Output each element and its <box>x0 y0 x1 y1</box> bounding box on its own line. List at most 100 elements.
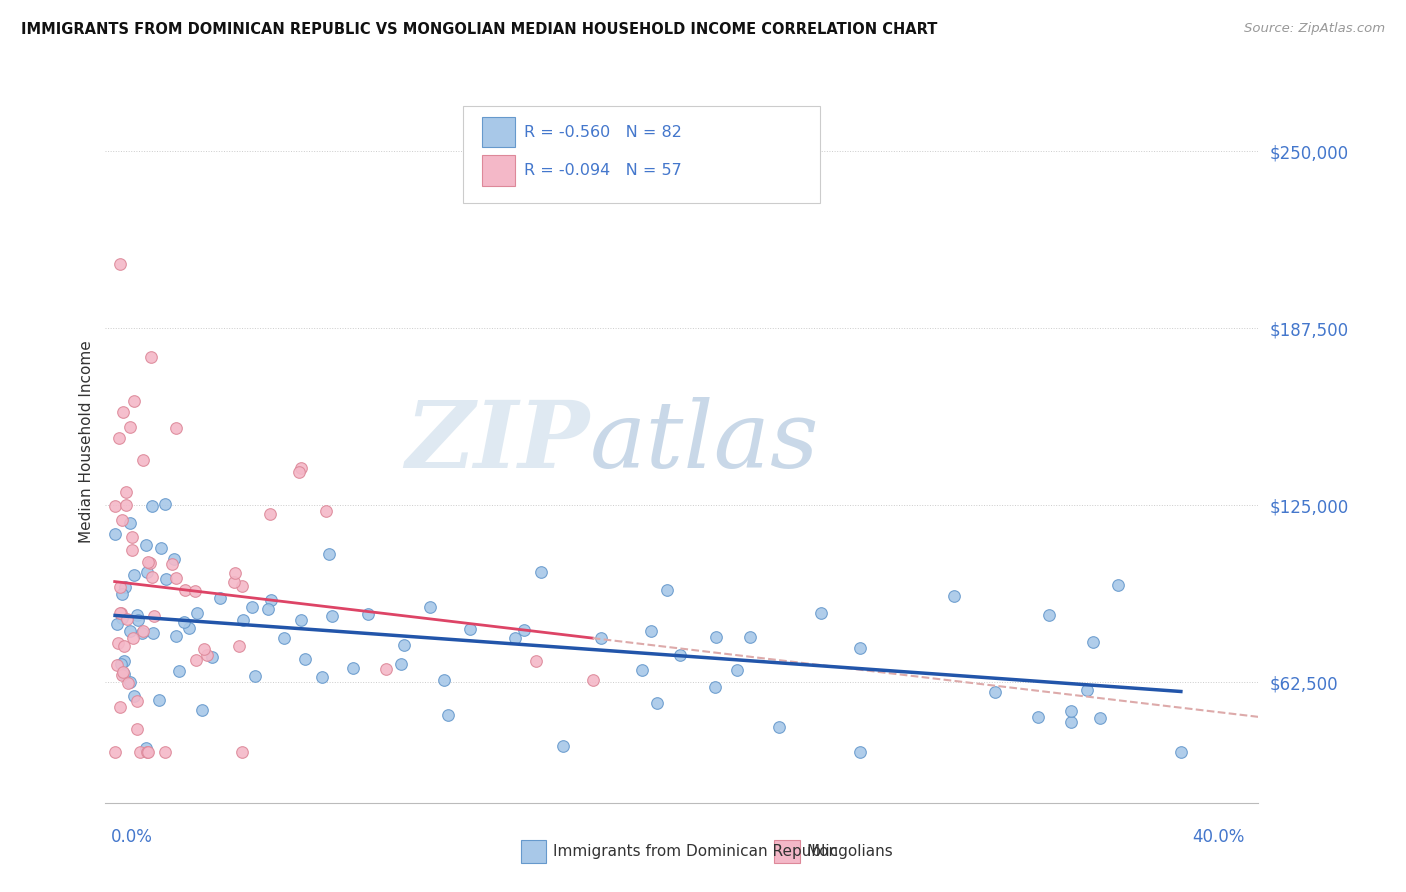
Point <box>121 530 143 544</box>
Point <box>118 419 141 434</box>
Point <box>135 566 157 580</box>
Point <box>190 702 212 716</box>
Point <box>108 431 131 445</box>
Point <box>195 648 218 662</box>
Point <box>108 257 131 271</box>
Point <box>768 720 790 734</box>
Point <box>669 648 692 662</box>
Point <box>118 516 141 531</box>
Point <box>122 632 145 646</box>
Point <box>530 566 553 580</box>
Point <box>184 653 207 667</box>
Point <box>738 630 761 644</box>
Point <box>704 630 727 644</box>
Point <box>193 641 215 656</box>
Point <box>131 626 153 640</box>
Point <box>162 552 184 566</box>
Point <box>287 465 309 479</box>
Point <box>117 676 139 690</box>
Text: IMMIGRANTS FROM DOMINICAN REPUBLIC VS MONGOLIAN MEDIAN HOUSEHOLD INCOME CORRELAT: IMMIGRANTS FROM DOMINICAN REPUBLIC VS MO… <box>21 22 938 37</box>
Point <box>122 568 145 582</box>
Point <box>342 660 364 674</box>
Point <box>1107 578 1129 592</box>
Point <box>127 693 149 707</box>
Point <box>1076 683 1098 698</box>
Point <box>1026 710 1049 724</box>
Point <box>111 586 134 600</box>
Point <box>243 669 266 683</box>
Point <box>111 405 134 419</box>
Point <box>419 599 441 614</box>
Point <box>208 591 231 605</box>
Point <box>153 745 176 759</box>
Text: R = -0.094   N = 57: R = -0.094 N = 57 <box>524 163 682 178</box>
Point <box>115 485 138 500</box>
Point <box>389 657 412 671</box>
Point <box>125 722 148 736</box>
Point <box>294 652 316 666</box>
Point <box>458 622 481 636</box>
Point <box>174 582 197 597</box>
Point <box>848 641 870 656</box>
Point <box>111 611 134 625</box>
Point <box>224 566 246 580</box>
Point <box>1038 607 1060 622</box>
Point <box>107 657 129 672</box>
Point <box>112 640 135 654</box>
Point <box>120 624 142 639</box>
Point <box>127 608 149 623</box>
Point <box>260 592 283 607</box>
Point <box>117 612 139 626</box>
Point <box>357 607 380 621</box>
Point <box>173 615 195 629</box>
Point <box>141 570 163 584</box>
Point <box>631 664 654 678</box>
Text: atlas: atlas <box>589 397 820 486</box>
Point <box>645 696 668 710</box>
Point <box>704 680 727 694</box>
Point <box>240 599 263 614</box>
Text: R = -0.560   N = 82: R = -0.560 N = 82 <box>524 125 682 140</box>
Point <box>135 740 157 755</box>
FancyBboxPatch shape <box>520 839 546 863</box>
FancyBboxPatch shape <box>463 105 820 203</box>
Point <box>290 461 312 475</box>
Point <box>165 571 187 585</box>
Point <box>1090 710 1112 724</box>
Point <box>222 575 245 590</box>
Point <box>139 557 162 571</box>
Point <box>290 613 312 627</box>
Point <box>167 665 190 679</box>
Point <box>104 526 127 541</box>
Point <box>394 638 416 652</box>
Point <box>433 673 456 687</box>
Text: 40.0%: 40.0% <box>1192 828 1244 846</box>
Point <box>111 513 134 527</box>
Point <box>591 631 613 645</box>
FancyBboxPatch shape <box>775 839 800 863</box>
Point <box>112 654 135 668</box>
Point <box>311 670 333 684</box>
Point <box>1060 715 1083 730</box>
Point <box>142 625 165 640</box>
Point <box>582 673 605 687</box>
Point <box>110 607 132 621</box>
Point <box>512 623 534 637</box>
Point <box>108 699 131 714</box>
Point <box>810 606 832 620</box>
Point <box>107 636 129 650</box>
Point <box>111 668 134 682</box>
Point <box>122 689 145 703</box>
Point <box>148 693 170 707</box>
Point <box>149 541 172 555</box>
Point <box>231 745 253 759</box>
Point <box>110 657 132 671</box>
Point <box>112 667 135 681</box>
Point <box>141 499 163 513</box>
Point <box>132 452 155 467</box>
Point <box>135 745 157 759</box>
Text: Mongolians: Mongolians <box>807 844 893 859</box>
Point <box>165 420 187 434</box>
Point <box>139 351 162 365</box>
Point <box>135 538 157 552</box>
